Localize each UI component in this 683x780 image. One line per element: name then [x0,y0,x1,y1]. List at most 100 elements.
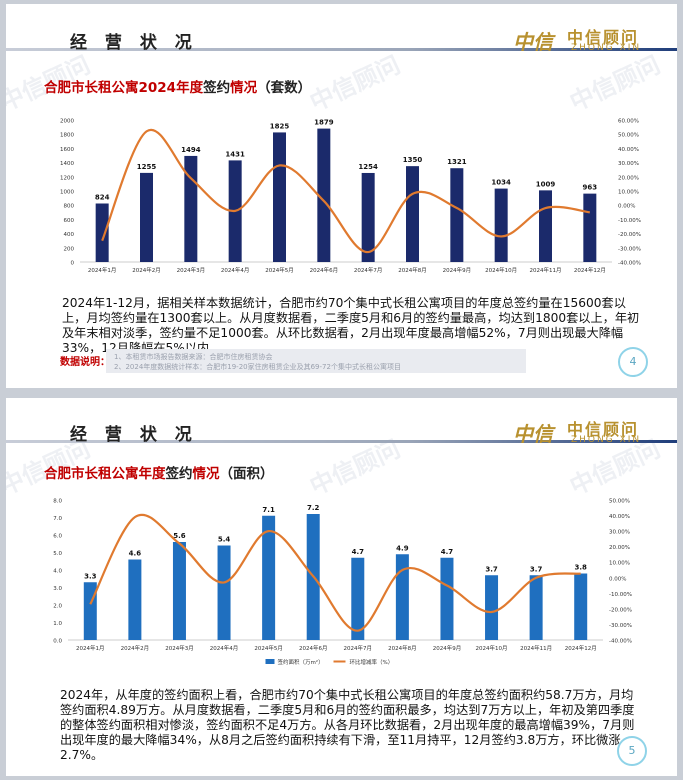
y2-tick-label: 50.00% [609,499,630,505]
bar [351,557,365,640]
page-number: 5 [617,736,647,766]
x-tick-label: 2024年3月 [165,644,194,652]
y2-tick-label: 50.00% [618,133,639,139]
y2-tick-label: -30.00% [609,623,632,629]
x-tick-label: 2024年8月 [398,266,427,274]
data-label: 1255 [137,163,157,171]
x-tick-label: 2024年6月 [299,644,328,652]
y-tick-label: 1.0 [53,621,62,627]
y2-tick-label: -20.00% [618,232,641,238]
y2-tick-label: 10.00% [618,190,639,196]
slide-header: 经 营 状 况 中信 中信顾问 ZHONG XIN [6,12,677,54]
x-tick-label: 2024年4月 [221,266,250,274]
bar [440,557,454,640]
y2-tick-label: 30.00% [609,530,630,536]
y2-tick-label: 60.00% [618,119,639,125]
bar [140,172,153,262]
x-tick-label: 2024年10月 [476,644,508,652]
y2-tick-label: -40.00% [618,261,641,267]
slide-1: 中信顾问 中信顾问 中信顾问 经 营 状 况 中信 中信顾问 ZHONG XIN… [6,4,677,388]
y-tick-label: 7.0 [53,516,62,522]
y-tick-label: 2.0 [53,604,62,610]
data-label: 4.7 [352,548,365,556]
zhongxin-logo: 中信 中信顾问 ZHONG XIN [513,24,663,54]
y2-tick-label: 20.00% [618,175,639,181]
data-label: 1431 [225,150,245,158]
y2-tick-label: -10.00% [609,592,632,598]
data-label: 1879 [314,119,334,127]
x-tick-label: 2024年5月 [265,266,294,274]
x-tick-label: 2024年12月 [574,266,606,274]
y-tick-label: 2000 [60,119,74,125]
y2-tick-label: 40.00% [618,147,639,153]
trend-line [101,128,590,254]
data-label: 1254 [358,163,378,171]
watermark: 中信顾问 [565,50,665,117]
x-tick-label: 2024年1月 [76,644,105,652]
data-label: 4.9 [396,544,409,552]
bar [494,188,508,262]
header-title: 经 营 状 况 [70,425,198,445]
data-label: 7.2 [307,504,320,512]
y-tick-label: 600 [64,218,75,224]
y2-tick-label: 20.00% [609,545,630,551]
bar [574,573,588,640]
y-tick-label: 1800 [60,133,74,139]
legend-label: 环比增减率（%） [350,658,394,666]
y2-tick-label: -30.00% [618,246,641,252]
bar [450,168,464,262]
title-part: （面积） [219,466,274,482]
header-divider [6,440,677,443]
x-tick-label: 2024年7月 [344,644,373,652]
y-tick-label: 1000 [60,190,74,196]
y-tick-label: 400 [64,232,75,238]
bar [128,559,142,640]
data-label: 3.8 [575,564,588,572]
bar [485,575,499,640]
bar [262,515,276,640]
bar [406,166,419,262]
data-label: 5.4 [218,536,231,544]
y-tick-label: 6.0 [53,534,62,540]
bar [95,203,109,262]
area-chart: 0.0 1.0 2.0 3.0 4.0 5.0 6.0 7.0 8.0 -40.00% -30.00… [53,499,632,667]
y2-tick-label: -10.00% [618,218,641,224]
x-tick-label: 2024年9月 [433,644,462,652]
y-tick-label: 1200 [60,175,74,181]
data-label: 824 [95,193,110,201]
title-part: （套数） [257,80,312,96]
y2-tick-label: -40.00% [609,639,632,645]
data-label: 1009 [536,180,556,188]
page-number: 4 [618,347,648,377]
data-label: 1034 [491,179,511,187]
title-part: 情况 [192,466,220,482]
x-tick-label: 2024年2月 [132,266,161,274]
x-tick-label: 2024年6月 [310,266,339,274]
x-tick-label: 2024年11月 [530,266,562,274]
note-label: 数据说明： [60,357,110,368]
x-tick-label: 2024年2月 [121,644,150,652]
y2-tick-label: -20.00% [609,607,632,613]
bar [317,128,331,262]
y-tick-label: 0.0 [53,639,62,645]
note-line: 1、本租赁市场报告数据来源：合肥市住房租赁协会 [114,353,273,361]
title-part: 签约 [165,466,193,482]
bar [172,542,186,640]
y2-tick-label: 0.00% [609,576,626,582]
data-label: 5.6 [173,532,186,540]
slide-header: 经 营 状 况 中信 中信顾问 ZHONG XIN [6,404,677,446]
units-chart: 0 200 400 600 800 1000 1200 1400 1600 1800 2000 -40… [60,119,641,275]
bar [83,582,97,640]
note-box [106,349,526,373]
x-tick-label: 2024年5月 [254,644,283,652]
bar [217,545,231,640]
y-tick-label: 4.0 [53,569,62,575]
zhongxin-logo: 中信 中信顾问 ZHONG XIN [513,416,663,446]
y-tick-label: 5.0 [53,551,62,557]
bar [361,172,375,262]
x-tick-label: 2024年11月 [520,644,552,652]
header-title: 经 营 状 况 [70,33,198,53]
title-part: 合肥市长租公寓年度 [44,466,166,482]
data-label: 3.7 [530,565,543,573]
title-part: 情况 [230,80,258,96]
